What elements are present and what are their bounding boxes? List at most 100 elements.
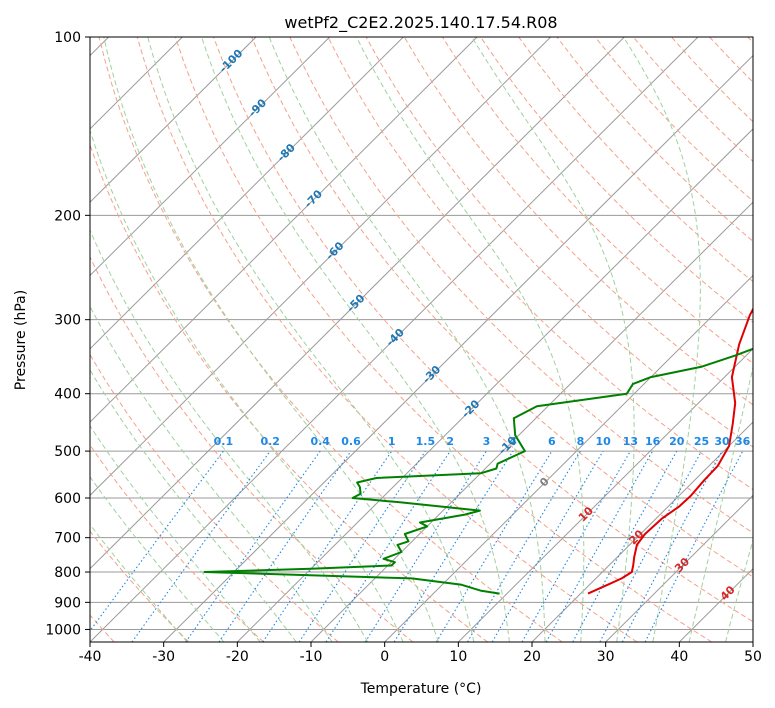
mixing-ratio-label: 16 [645,435,661,448]
x-tick-label: -40 [79,649,102,665]
isotherm-line [90,37,552,497]
mixing-ratio-line [131,450,271,642]
mixing-ratio-label: 1 [388,435,396,448]
mixing-ratio-line [435,450,553,642]
y-axis-label: Pressure (hPa) [13,290,29,390]
y-tick-label: 500 [54,444,81,460]
dry-adiabat-line [518,37,753,283]
mixing-ratio-line [90,450,224,632]
mixing-ratio-label: 8 [577,435,585,448]
isotherm-line [384,274,753,642]
x-tick-label: -30 [152,649,175,665]
isotherm-line [752,641,753,642]
dry-adiabat-line [480,37,753,323]
y-tick-label: 1000 [45,622,81,638]
dry-adiabat-line [90,143,488,642]
mixing-ratio-label: 13 [623,435,638,448]
isotherm-line [90,37,331,277]
y-tick-label: 300 [54,313,81,329]
mixing-ratio-label: 25 [694,435,709,448]
moist-adiabat-line [90,305,333,642]
dry-adiabat-line [213,37,753,623]
mixing-ratio-label: 30 [714,435,730,448]
mixing-ratio-label: 0.6 [341,435,361,448]
mixing-ratio-label: 0.2 [260,435,280,448]
mixing-ratio-line [521,450,631,642]
isotherm-line [605,494,753,642]
y-tick-label: 200 [54,208,81,224]
x-tick-label: 30 [597,649,615,665]
mixing-ratio-line [572,450,678,642]
plot-frame [89,36,754,643]
dry-adiabat-line [90,444,264,642]
mixing-ratio-label: 6 [548,435,556,448]
mixing-ratio-label: 0.1 [214,435,234,448]
mixing-ratio-line [298,450,426,642]
mixing-ratio-label: 0.4 [310,435,330,448]
mixing-ratio-line [218,450,352,642]
mixing-ratio-label: 36 [735,435,751,448]
isotherm-line [163,54,753,642]
moist-adiabat-line [90,228,369,642]
mixing-ratio-line [599,450,702,642]
series-lines [203,306,753,595]
isotherm-line [90,37,257,203]
mixing-ratio-label: 4 [509,435,517,448]
dewpoint-line [203,347,753,595]
mixing-ratio-label: 2 [446,435,454,448]
mixing-ratio-label: 3 [483,435,491,448]
moist-adiabat-line [725,538,753,642]
dry-adiabat-line [403,37,753,406]
mixing-ratio-line [364,450,487,642]
x-tick-label: 0 [380,649,389,665]
x-tick-label: -10 [300,649,323,665]
moist-adiabat-line [90,424,261,642]
y-tick-label: 900 [54,595,81,611]
isotherm-line [90,37,625,570]
moist-adiabat-line [90,476,225,642]
isotherm-line [90,37,404,350]
y-tick-label: 700 [54,531,81,547]
moist-adiabat-line [268,37,546,642]
moist-adiabat-line [147,37,475,642]
x-axis-label: Temperature (°C) [360,681,482,697]
mixing-ratio-line [325,450,451,642]
y-tick-label: 400 [54,387,81,403]
y-tick-label: 800 [54,565,81,581]
moist-adiabat-line [201,37,510,642]
x-tick-label: 50 [744,649,762,665]
moist-adiabat-line [688,364,753,642]
dry-adiabat-line [136,37,638,642]
mixing-ratio-line [262,450,393,642]
temperature-line [587,306,753,595]
mixing-ratio-line [644,450,744,642]
isotherm-line [531,421,753,642]
x-tick-label: 20 [523,649,541,665]
x-tick-label: -20 [226,649,249,665]
axes: -40 -30 -20 -10 0 10 20 30 40 5010020030040050060… [45,30,762,665]
moist-adiabat-line [356,37,585,642]
dry-adiabat-line [90,255,414,642]
dry-adiabat-line [174,37,712,642]
background-lines [90,37,775,642]
isotherm-line [90,37,699,642]
dry-adiabat-line [90,530,190,642]
dry-adiabat-line [327,37,753,491]
moist-adiabat-line [623,37,701,642]
chart-title: wetPf2_C2E2.2025.140.17.54.R08 [284,13,557,33]
mixing-ratio-label: 20 [669,435,685,448]
mixing-ratio-label: 1.5 [416,435,436,448]
moist-adiabat-line [103,37,439,642]
moist-adiabat-line [90,128,404,642]
plot-background [90,37,753,642]
mixing-ratio-line [545,450,654,642]
y-tick-label: 100 [54,30,81,46]
dry-adiabat-line [251,37,753,578]
isotherm-line [457,348,753,642]
moist-adiabat-line [762,37,775,642]
isotherm-line [236,128,753,642]
dry-adiabat-line [90,353,339,642]
dry-adiabat-line [98,37,563,642]
isotherm-line [90,37,478,423]
